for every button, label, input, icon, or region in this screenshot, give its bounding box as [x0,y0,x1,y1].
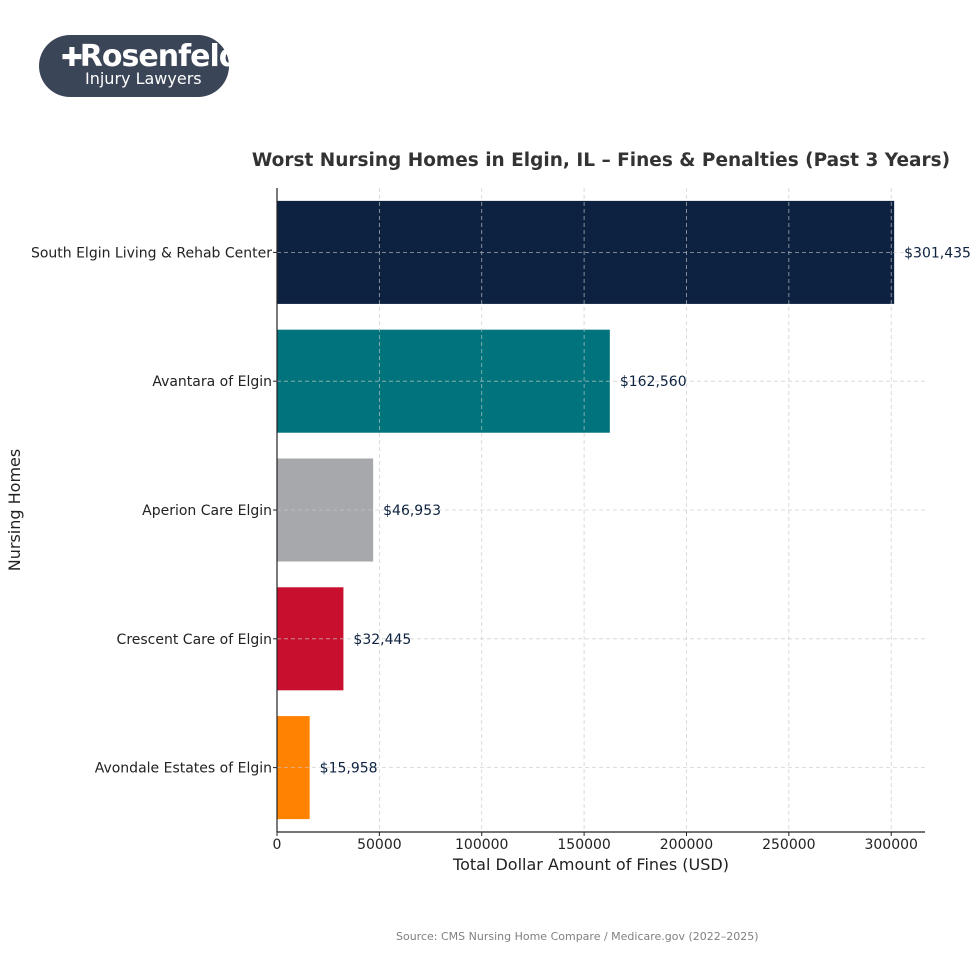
bar-chart: South Elgin Living & Rehab Center Avantar… [5,150,971,874]
category-label: South Elgin Living & Rehab Center [31,245,272,261]
value-label: $301,435 [904,245,971,261]
x-tick-label: 50000 [357,837,402,853]
logo-brand: ✚Rosenfeld [61,39,240,74]
logo-tagline: Injury Lawyers [85,69,202,88]
value-label: $32,445 [353,632,411,648]
x-tick-label: 100000 [455,837,508,853]
x-tick-label: 0 [273,837,282,853]
value-label: $46,953 [383,503,441,519]
y-axis-label: Nursing Homes [5,449,24,571]
category-label: Crescent Care of Elgin [117,632,272,648]
source-note: Source: CMS Nursing Home Compare / Medic… [396,930,759,943]
category-label: Avantara of Elgin [152,374,272,390]
logo: ✚Rosenfeld Injury Lawyers [39,35,240,97]
x-axis-label: Total Dollar Amount of Fines (USD) [452,855,729,874]
x-tick-label: 250000 [762,837,815,853]
category-label: Avondale Estates of Elgin [95,761,272,777]
value-label: $162,560 [620,374,687,390]
logo-brand-first: R [79,39,103,74]
bar [277,329,610,433]
value-label: $15,958 [320,761,378,777]
category-label: Aperion Care Elgin [142,503,272,519]
x-tick-label: 300000 [864,837,917,853]
chart-title: Worst Nursing Homes in Elgin, IL – Fines… [252,150,950,171]
logo-brand-rest: osenfeld [101,39,240,74]
x-tick-label: 150000 [557,837,610,853]
bar [277,587,344,691]
logo-cross-icon: ✚ [61,43,83,73]
x-tick-label: 200000 [660,837,713,853]
